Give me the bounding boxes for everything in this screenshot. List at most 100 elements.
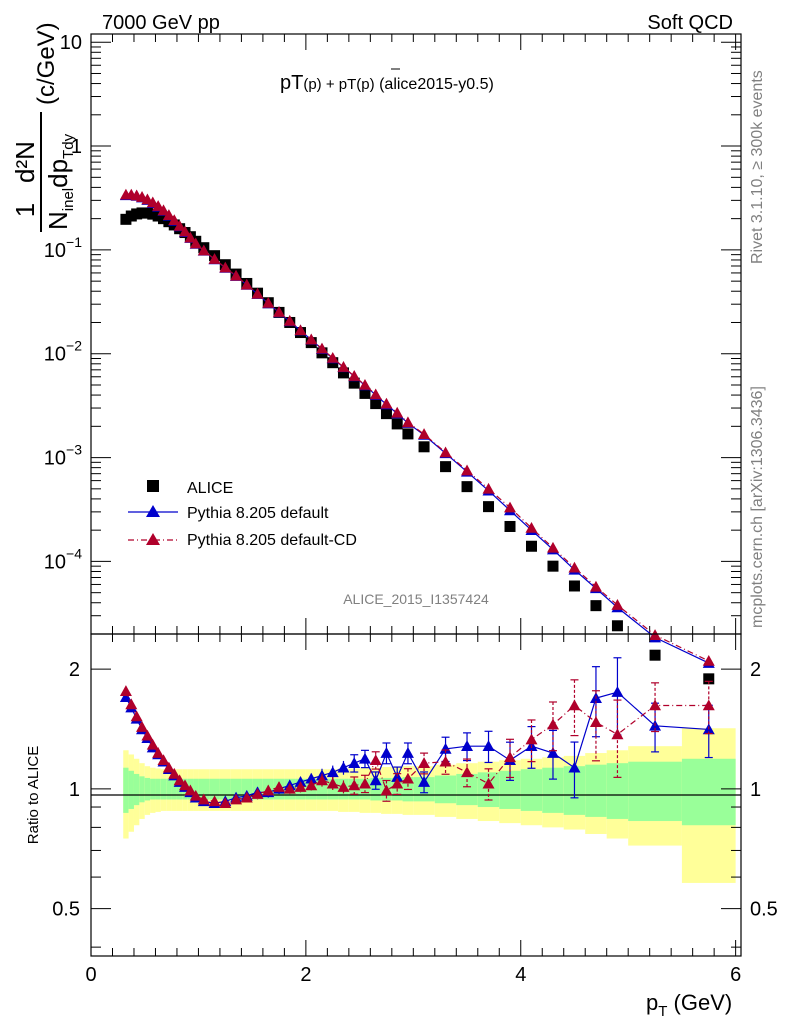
ratio-x-ticks: 0 2 4 6 bbox=[85, 634, 741, 986]
ratio-cd-point bbox=[283, 782, 296, 794]
cd-point bbox=[208, 253, 221, 264]
alice-point bbox=[547, 560, 559, 572]
ratio-band-stat bbox=[160, 778, 167, 800]
main-y-ticks: 10 1 10−1 10−2 10−3 10−4 bbox=[44, 32, 741, 635]
ratio-xtick-label: 0 bbox=[85, 964, 96, 986]
ratio-band-stat bbox=[241, 778, 253, 800]
alice-point bbox=[649, 649, 661, 661]
alice-point bbox=[525, 540, 537, 552]
ratio-ytick-label: 2 bbox=[69, 659, 80, 681]
alice-point bbox=[359, 387, 371, 399]
cd-point bbox=[173, 219, 186, 231]
cd-point bbox=[251, 287, 264, 299]
legend-marker-alice bbox=[147, 480, 159, 492]
ratio-default-point bbox=[418, 776, 431, 787]
ratio-band-stat bbox=[171, 778, 177, 800]
ratio-band-stat bbox=[434, 775, 457, 804]
ratio-cd-point bbox=[197, 793, 210, 805]
cd-point bbox=[568, 561, 581, 573]
ratio-cd-point bbox=[439, 755, 452, 767]
main-ylabel: 1 d²N NineldpTdy (c/GeV) bbox=[10, 22, 77, 232]
cd-point bbox=[369, 388, 382, 400]
ratio-ytick-label-right: 1 bbox=[750, 779, 761, 801]
alice-point bbox=[391, 418, 403, 430]
ratio-default-point bbox=[482, 740, 495, 751]
alice-point bbox=[440, 461, 452, 473]
ratio-default-point bbox=[380, 747, 393, 758]
ratio-band-stat bbox=[219, 778, 231, 800]
ratio-default-point bbox=[119, 691, 132, 702]
ratio-default-point bbox=[546, 747, 559, 758]
ratio-band-stat bbox=[520, 769, 543, 811]
svg-text:(c/GeV): (c/GeV) bbox=[33, 22, 60, 105]
ratio-band-stat bbox=[456, 773, 478, 806]
alice-point bbox=[370, 398, 382, 410]
main-ytick-label: 10−1 bbox=[44, 234, 82, 262]
ratio-band-stat bbox=[606, 763, 629, 819]
ratio-default-point bbox=[358, 752, 371, 764]
ratio-cd-point bbox=[504, 751, 517, 763]
cd-point bbox=[380, 397, 393, 409]
ratio-cd-point bbox=[173, 774, 186, 786]
legend-marker-cd bbox=[146, 533, 160, 545]
ratio-cd-point bbox=[337, 781, 350, 792]
alice-point bbox=[483, 501, 495, 513]
ratio-default-point bbox=[461, 740, 474, 751]
main-ytick-label: 10−4 bbox=[44, 545, 82, 573]
ratio-cd-point bbox=[305, 779, 318, 791]
ratio-xtick-label: 4 bbox=[515, 964, 526, 986]
ratio-ytick-label: 1 bbox=[69, 779, 80, 801]
ratio-cd-point bbox=[162, 761, 175, 773]
ratio-panel: 2 2 1 1 0.5 0.5 0 2 4 6 Ratio to ALICE pT (GeV) bbox=[25, 633, 778, 1020]
ratio-band-stat bbox=[193, 778, 199, 800]
cd-point bbox=[262, 297, 275, 308]
ratio-cd-point bbox=[219, 797, 232, 809]
cd-point bbox=[179, 225, 192, 237]
ratio-cd-point bbox=[315, 774, 328, 786]
ratio-cd-point bbox=[230, 793, 243, 805]
alice-point bbox=[611, 620, 623, 632]
cd-point bbox=[230, 269, 243, 281]
ratio-default-point bbox=[439, 742, 452, 754]
ratio-band-stat bbox=[133, 773, 140, 806]
ratio-band-stat bbox=[198, 778, 210, 800]
cd-point bbox=[240, 278, 253, 290]
ratio-cd-point bbox=[189, 789, 202, 801]
ratio-band-stat bbox=[585, 764, 607, 817]
cd-point bbox=[184, 231, 197, 243]
cd-point bbox=[358, 378, 371, 390]
cd-point bbox=[702, 654, 715, 666]
cd-point bbox=[189, 237, 202, 249]
alice-point bbox=[568, 580, 580, 592]
ratio-cd-point bbox=[136, 721, 149, 732]
legend-label-cd: Pythia 8.205 default-CD bbox=[187, 532, 357, 549]
ratio-band-stat bbox=[166, 778, 172, 800]
ratio-cd-point bbox=[326, 777, 339, 789]
ratio-cd-point bbox=[184, 784, 197, 796]
ratio-band-stat bbox=[155, 778, 161, 800]
legend: ALICE Pythia 8.205 default Pythia 8.205 … bbox=[128, 480, 357, 549]
cd-point bbox=[157, 204, 170, 216]
cd-point bbox=[391, 406, 404, 418]
cd-point bbox=[337, 361, 350, 372]
side-label-top: Rivet 3.1.10, ≥ 300k events bbox=[749, 70, 766, 264]
cd-point bbox=[315, 342, 328, 354]
alice-point bbox=[418, 441, 430, 453]
ratio-band-stat bbox=[681, 758, 736, 826]
cd-point bbox=[326, 351, 339, 363]
ratio-default-point bbox=[401, 747, 414, 758]
alice-point bbox=[402, 428, 414, 440]
ratio-cd-point bbox=[125, 698, 138, 710]
ratio-cd-point bbox=[208, 795, 221, 807]
legend-marker-default bbox=[146, 505, 160, 517]
side-label-bottom: mcplots.cern.ch [arXiv:1306.3436] bbox=[749, 386, 766, 628]
ratio-default-point bbox=[348, 757, 361, 768]
ratio-band-stat bbox=[144, 777, 151, 801]
ratio-cd-point bbox=[240, 791, 253, 803]
ratio-cd-point bbox=[358, 777, 371, 789]
ratio-band-stat bbox=[499, 770, 521, 809]
ratio-band-stat bbox=[123, 767, 129, 813]
ratio-cd-point bbox=[418, 757, 431, 768]
header-right: Soft QCD bbox=[647, 12, 733, 34]
